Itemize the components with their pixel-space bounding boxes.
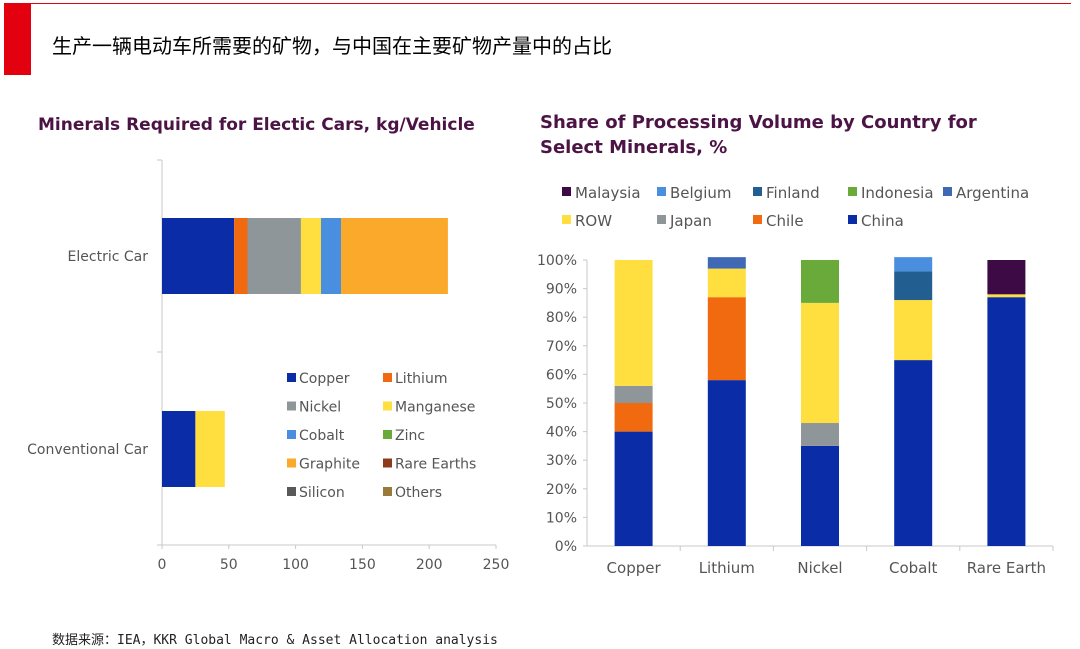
right-y-tick-label-0: 0% — [555, 539, 577, 555]
left-bar-electric-car-copper — [162, 218, 235, 294]
right-bar-lithium-chile — [707, 297, 746, 381]
source-note: 数据来源：IEA，KKR Global Macro & Asset Alloca… — [52, 633, 498, 648]
left-legend-label-others: Others — [395, 485, 442, 501]
right-y-tick-label-30: 30% — [546, 453, 577, 469]
left-legend-label-lithium: Lithium — [395, 371, 447, 387]
right-legend-label-argentina: Argentina — [956, 184, 1029, 202]
right-y-tick-label-100: 100% — [537, 253, 577, 269]
left-legend-swatch-graphite — [287, 458, 296, 468]
left-legend-label-graphite: Graphite — [299, 457, 360, 473]
right-bar-lithium-argentina — [707, 257, 746, 269]
left-x-tick-label-50: 50 — [220, 557, 238, 573]
right-bar-cobalt-belgium — [894, 257, 933, 272]
right-legend-label-malaysia: Malaysia — [575, 184, 641, 202]
left-legend-swatch-others — [383, 487, 392, 496]
right-bar-rare-earth-china — [987, 297, 1026, 546]
page-title: 生产一辆电动车所需要的矿物，与中国在主要矿物产量中的占比 — [52, 34, 612, 58]
left-x-tick-label-0: 0 — [158, 557, 167, 573]
left-legend-label-rare-earths: Rare Earths — [395, 457, 476, 473]
left-bar-electric-car-manganese — [300, 218, 321, 294]
right-bar-copper-row — [614, 260, 653, 386]
right-y-tick-label-50: 50% — [546, 396, 577, 412]
left-category-label-electric-car: Electric Car — [68, 249, 149, 265]
right-y-tick-label-60: 60% — [546, 367, 577, 383]
left-legend-label-zinc: Zinc — [395, 428, 425, 444]
left-bar-electric-car-lithium — [234, 218, 248, 294]
left-x-tick-label-200: 200 — [416, 557, 443, 573]
right-bar-rare-earth-row — [987, 294, 1026, 298]
left-legend-label-nickel: Nickel — [299, 400, 341, 416]
left-bar-electric-car-nickel — [247, 218, 301, 294]
left-category-label-conventional-car: Conventional Car — [27, 442, 148, 458]
right-legend-label-indonesia: Indonesia — [861, 184, 934, 202]
right-y-tick-label-10: 10% — [546, 510, 577, 526]
right-legend-swatch-belgium — [657, 187, 666, 196]
left-legend-swatch-zinc — [383, 430, 392, 439]
left-bar-conventional-car-manganese — [195, 411, 225, 487]
right-y-tick-label-80: 80% — [546, 310, 577, 326]
left-bar-electric-car-graphite — [341, 218, 448, 294]
left-legend-label-copper: Copper — [299, 371, 350, 387]
right-bar-nickel-row — [801, 302, 839, 424]
right-legend-swatch-china — [848, 215, 857, 224]
header-accent-bar — [4, 3, 31, 75]
right-legend-swatch-indonesia — [848, 187, 857, 196]
right-bar-nickel-japan — [801, 423, 839, 446]
left-bar-conventional-car-copper — [162, 411, 196, 487]
left-legend-label-manganese: Manganese — [395, 400, 475, 416]
left-legend-swatch-lithium — [383, 373, 392, 382]
left-legend-label-silicon: Silicon — [299, 485, 345, 501]
right-legend-label-chile: Chile — [766, 212, 804, 230]
right-legend-label-japan: Japan — [669, 212, 712, 230]
right-legend-swatch-chile — [753, 215, 762, 224]
left-legend-swatch-cobalt — [287, 430, 296, 439]
right-category-label-nickel: Nickel — [797, 559, 842, 577]
right-bar-cobalt-row — [894, 300, 933, 361]
left-bar-electric-car-cobalt — [320, 218, 342, 294]
left-x-tick-label-100: 100 — [282, 557, 309, 573]
right-legend-label-finland: Finland — [766, 184, 820, 202]
right-y-tick-label-70: 70% — [546, 339, 577, 355]
right-bar-nickel-indonesia — [801, 260, 839, 303]
left-legend-swatch-manganese — [383, 401, 392, 411]
right-y-tick-label-20: 20% — [546, 482, 577, 498]
right-bar-lithium-china — [707, 380, 746, 546]
right-category-label-rare-earth: Rare Earth — [967, 559, 1046, 577]
right-legend-swatch-argentina — [943, 187, 952, 196]
left-legend-swatch-silicon — [287, 487, 296, 496]
right-bar-cobalt-finland — [894, 271, 933, 301]
right-legend-label-belgium: Belgium — [670, 184, 732, 202]
right-legend-swatch-japan — [657, 215, 666, 224]
left-legend-swatch-nickel — [287, 401, 296, 411]
right-bar-lithium-row — [707, 268, 746, 298]
right-bar-copper-chile — [614, 403, 653, 432]
left-x-tick-label-250: 250 — [483, 557, 510, 573]
right-legend-swatch-row — [562, 215, 571, 224]
right-legend-swatch-finland — [753, 187, 762, 196]
right-legend-swatch-malaysia — [562, 187, 571, 196]
right-legend-label-china: China — [861, 212, 904, 230]
right-bar-rare-earth-malaysia — [987, 260, 1026, 295]
left-legend-swatch-copper — [287, 373, 296, 382]
left-x-tick-label-150: 150 — [349, 557, 376, 573]
header-rule — [31, 3, 1071, 4]
right-bar-copper-japan — [614, 385, 653, 403]
left-legend-label-cobalt: Cobalt — [299, 428, 345, 444]
right-bar-copper-china — [614, 431, 653, 546]
right-y-tick-label-90: 90% — [546, 282, 577, 298]
right-category-label-cobalt: Cobalt — [889, 559, 938, 577]
right-category-label-copper: Copper — [607, 559, 662, 577]
right-legend-label-row: ROW — [575, 212, 612, 230]
right-bar-nickel-china — [801, 445, 839, 546]
right-chart-title: Share of Processing Volume by Country fo… — [540, 112, 977, 158]
right-y-tick-label-40: 40% — [546, 425, 577, 441]
right-category-label-lithium: Lithium — [699, 559, 755, 577]
right-bar-cobalt-china — [894, 360, 933, 546]
left-legend-swatch-rare-earths — [383, 458, 392, 468]
left-chart-title: Minerals Required for Electic Cars, kg/V… — [38, 115, 475, 135]
